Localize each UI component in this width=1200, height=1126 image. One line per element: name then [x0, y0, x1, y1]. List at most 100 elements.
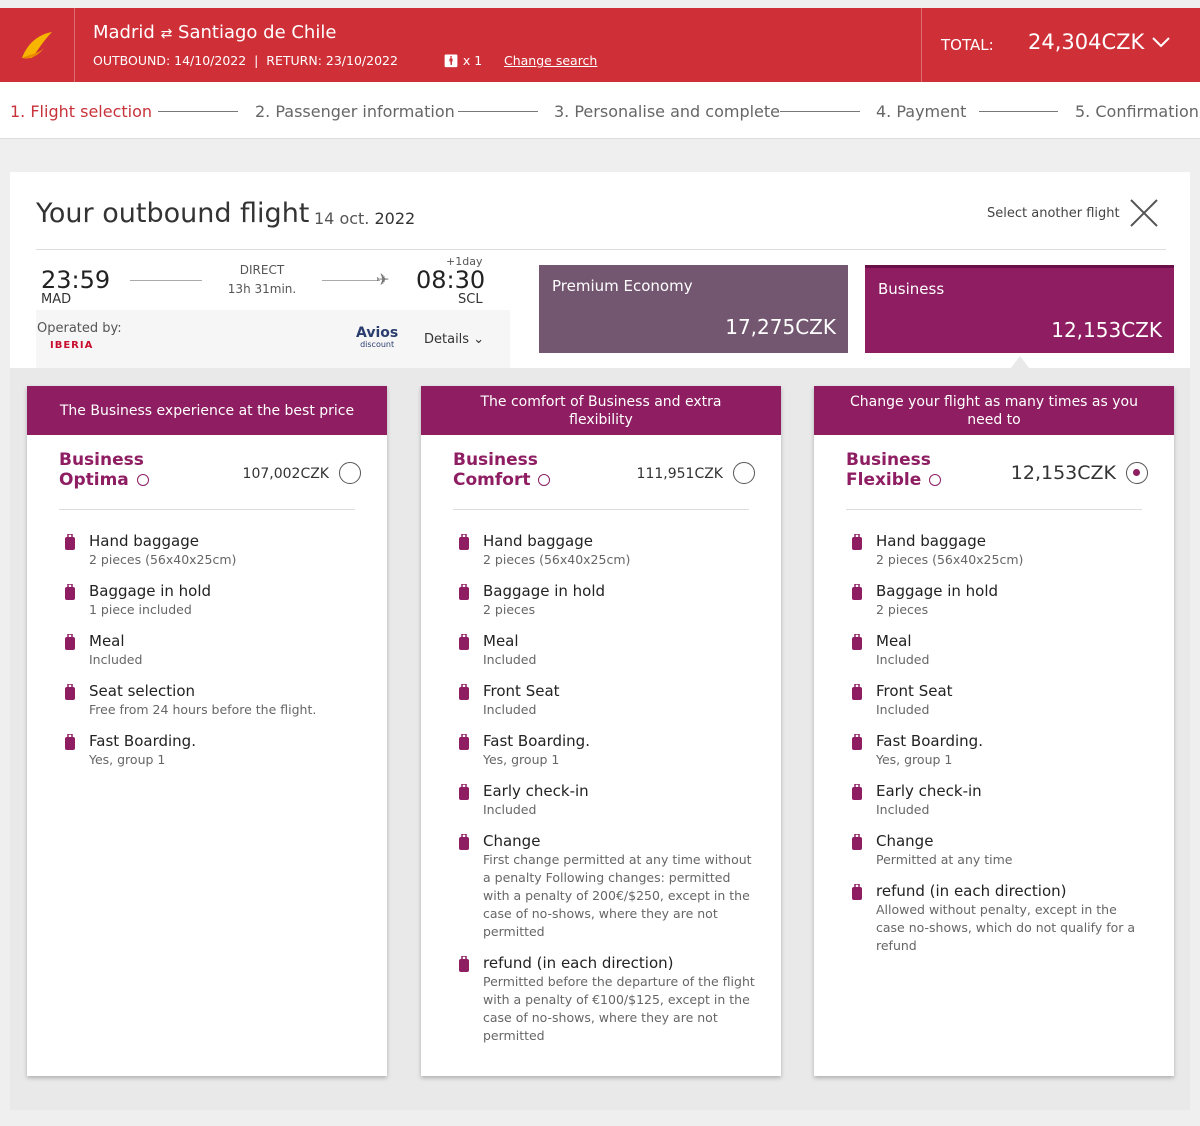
feature-icon — [848, 883, 866, 906]
feature-title: refund (in each direction) — [483, 954, 674, 972]
feature-icon — [848, 733, 866, 756]
feature-icon — [848, 583, 866, 606]
feature: Early check-in Included — [455, 782, 755, 819]
feature-icon — [455, 683, 473, 706]
step-line — [158, 111, 238, 112]
feature-detail: Included — [483, 802, 537, 817]
feature-title: Fast Boarding. — [89, 732, 196, 750]
cabin-price: 12,153CZK — [1051, 318, 1162, 342]
cabin-option[interactable]: Business 12,153CZK — [865, 265, 1174, 353]
fare-card: The comfort of Business and extra flexib… — [421, 386, 781, 1076]
feature-detail: 2 pieces — [876, 602, 929, 617]
feature: Front Seat Included — [848, 682, 1148, 719]
title: Your outbound flight — [36, 198, 310, 229]
feature-icon — [61, 633, 79, 656]
step: 3. Personalise and complete — [554, 102, 780, 121]
info-icon — [538, 474, 551, 486]
info-icon — [929, 474, 942, 486]
total-value: 24,304CZK — [1028, 30, 1145, 54]
feature-detail: 1 piece included — [89, 602, 192, 617]
dates: OUTBOUND: 14/10/2022 | RETURN: 23/10/202… — [93, 53, 398, 68]
radio[interactable] — [339, 462, 361, 484]
feature: Fast Boarding. Yes, group 1 — [848, 732, 1148, 769]
separator — [846, 509, 1142, 510]
feature-list: Hand baggage 2 pieces (56x40x25cm) Baggage… — [848, 532, 1148, 968]
fare-name: Business Comfort — [453, 450, 551, 490]
radio[interactable] — [1126, 462, 1148, 484]
feature-detail: Included — [89, 652, 143, 667]
fare-name-line1: Business — [453, 450, 538, 470]
feature-title: Baggage in hold — [483, 582, 606, 600]
feature-title: Fast Boarding. — [483, 732, 590, 750]
feature-icon — [61, 733, 79, 756]
feature: Baggage in hold 1 piece included — [61, 582, 361, 619]
feature-icon — [455, 633, 473, 656]
feature-detail: Free from 24 hours before the flight. — [89, 702, 317, 717]
stops: DIRECT — [239, 263, 285, 277]
feature-title: Meal — [89, 632, 125, 650]
arrival-time: 08:30 — [416, 266, 486, 294]
feature-icon — [61, 533, 79, 556]
flight-date: 14 oct. 2022 — [314, 209, 415, 228]
feature-detail: Included — [876, 802, 930, 817]
feature-detail: First change permitted at any time witho… — [483, 852, 752, 939]
header-bar: Madrid ⇄ Santiago de Chile OUTBOUND: 14/… — [0, 8, 1200, 82]
feature-icon — [848, 683, 866, 706]
feature: Hand baggage 2 pieces (56x40x25cm) — [61, 532, 361, 569]
outbound: OUTBOUND: 14/10/2022 — [93, 53, 247, 68]
feature-detail: Allowed without penalty, except in the c… — [876, 902, 1136, 953]
cabin-option[interactable]: Premium Economy 17,275CZK — [539, 265, 848, 353]
total[interactable]: 24,304CZK — [1028, 30, 1171, 54]
feature-icon — [455, 833, 473, 856]
airline: IBERIA — [50, 340, 94, 351]
destination: Santiago de Chile — [178, 22, 337, 43]
fare-price: 12,153CZK — [1010, 462, 1116, 484]
feature-icon — [455, 783, 473, 806]
feature-icon — [848, 533, 866, 556]
passengers: 🚹︎ x 1 — [443, 53, 483, 68]
logo — [22, 32, 52, 59]
origin: Madrid — [93, 22, 155, 43]
step: 4. Payment — [876, 102, 967, 121]
feature-detail: Yes, group 1 — [876, 752, 953, 767]
chevron — [1152, 37, 1170, 48]
radio[interactable] — [733, 462, 755, 484]
date-day: 14 oct. — [314, 209, 370, 228]
feature-icon — [455, 733, 473, 756]
feature-icon — [455, 583, 473, 606]
feature: Baggage in hold 2 pieces — [455, 582, 755, 619]
feature-title: refund (in each direction) — [876, 882, 1067, 900]
fare-name-line1: Business — [59, 450, 144, 470]
route: Madrid ⇄ Santiago de Chile — [93, 22, 337, 43]
cabin-price: 17,275CZK — [725, 315, 836, 339]
feature-detail: Included — [876, 652, 930, 667]
step-line — [780, 111, 860, 112]
feature: Front Seat Included — [455, 682, 755, 719]
fare-name: Business Flexible — [846, 450, 942, 490]
feature-title: Seat selection — [89, 682, 196, 700]
feature: Hand baggage 2 pieces (56x40x25cm) — [848, 532, 1148, 569]
avios-sub: discount — [360, 340, 395, 349]
feature: Change Permitted at any time — [848, 832, 1148, 869]
feature-icon — [61, 583, 79, 606]
feature-title: Change — [483, 832, 541, 850]
feature-title: Early check-in — [876, 782, 982, 800]
feature-title: Hand baggage — [89, 532, 199, 550]
details[interactable]: Details ⌄ — [424, 332, 485, 347]
step: 5. Confirmation — [1075, 102, 1199, 121]
feature: Meal Included — [61, 632, 361, 669]
steps-bar: 1. Flight selection 2. Passenger informat… — [0, 82, 1200, 139]
close-icon[interactable] — [1129, 198, 1159, 228]
feature-detail: Permitted before the departure of the fl… — [483, 974, 755, 1043]
feature: Meal Included — [848, 632, 1148, 669]
feature: refund (in each direction) Permitted befo… — [455, 954, 755, 1045]
feature: Early check-in Included — [848, 782, 1148, 819]
change-search[interactable]: Change search — [504, 53, 598, 68]
feature-title: Front Seat — [876, 682, 953, 700]
select-another[interactable]: Select another flight — [987, 206, 1120, 221]
feature-detail: 2 pieces — [483, 602, 536, 617]
step: 2. Passenger information — [255, 102, 455, 121]
feature-detail: 2 pieces (56x40x25cm) — [876, 552, 1024, 567]
departure-airport: MAD — [41, 292, 72, 307]
